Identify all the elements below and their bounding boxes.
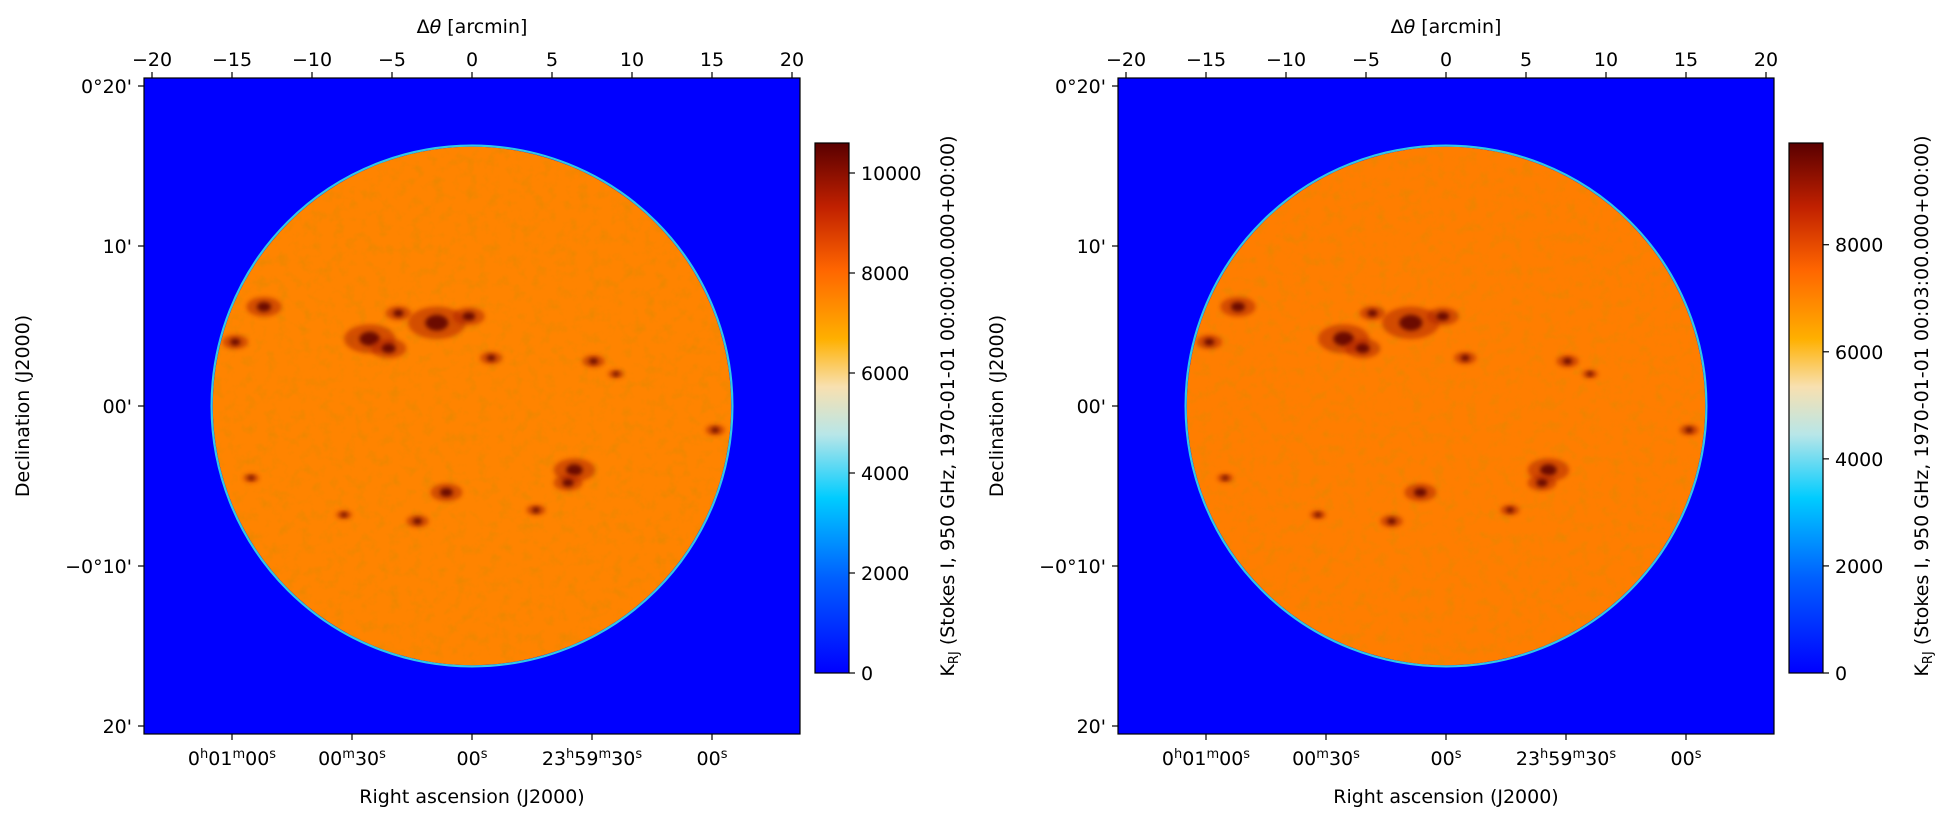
- top-tick-label: −15: [1186, 49, 1226, 71]
- top-tick-label: 15: [700, 49, 724, 71]
- colorbar-tick-label: 10000: [861, 163, 921, 185]
- ra-tick-label: 0h01m00s: [188, 747, 276, 770]
- colorbar-frame: [814, 142, 850, 674]
- top-tick-label: 20: [780, 49, 804, 71]
- y-axis-label: Declination (J2000): [986, 315, 1008, 497]
- top-tick-label: 0: [1440, 49, 1452, 71]
- dec-tick-label: 0°20': [81, 76, 132, 98]
- top-axis-label: Δθ [arcmin]: [417, 16, 528, 38]
- ra-tick-label: 23h59m30s: [1516, 747, 1616, 770]
- solar-limb: [210, 144, 734, 668]
- ra-tick-label: 00m30s: [318, 747, 386, 770]
- colorbar-frame: [1788, 142, 1824, 674]
- top-tick-label: −20: [1106, 49, 1146, 71]
- top-tick-label: 10: [1594, 49, 1618, 71]
- solar-limb: [1184, 144, 1708, 668]
- dec-tick-label: 10': [1077, 236, 1106, 258]
- ra-tick-label: 00s: [697, 747, 728, 770]
- top-tick-label: 5: [1520, 49, 1532, 71]
- ra-tick-label: 00s: [1431, 747, 1462, 770]
- colorbar-tick-label: 4000: [1835, 449, 1883, 471]
- ra-tick-label: 00m30s: [1292, 747, 1360, 770]
- colorbar-label: KRJ (Stokes I, 950 GHz, 1970-01-01 00:00…: [937, 135, 962, 676]
- dec-tick-label: −0°10': [65, 556, 132, 578]
- colorbar-tick-label: 0: [1835, 663, 1847, 685]
- x-axis-label: Right ascension (J2000): [359, 786, 584, 808]
- top-tick-label: −5: [378, 49, 406, 71]
- dec-tick-label: 0°20': [1055, 76, 1106, 98]
- ra-tick-label: 0h01m00s: [1162, 747, 1250, 770]
- colorbar-tick-label: 2000: [861, 563, 909, 585]
- dec-tick-label: 00': [1077, 396, 1106, 418]
- top-tick-label: 5: [546, 49, 558, 71]
- colorbar: [1789, 143, 1823, 673]
- ra-tick-label: 00s: [457, 747, 488, 770]
- top-tick-label: −15: [212, 49, 252, 71]
- top-tick-label: 15: [1674, 49, 1698, 71]
- dec-tick-label: 20': [103, 716, 132, 738]
- colorbar: [815, 143, 849, 673]
- y-axis-label: Declination (J2000): [12, 315, 34, 497]
- dec-tick-label: 20': [1077, 716, 1106, 738]
- colorbar-tick-label: 8000: [1835, 235, 1883, 257]
- ra-tick-label: 00s: [1671, 747, 1702, 770]
- colorbar-label: KRJ (Stokes I, 950 GHz, 1970-01-01 00:03…: [1911, 135, 1936, 676]
- dec-tick-label: 00': [103, 396, 132, 418]
- top-tick-label: −10: [1266, 49, 1306, 71]
- ra-tick-label: 23h59m30s: [542, 747, 642, 770]
- colorbar-tick-label: 6000: [1835, 342, 1883, 364]
- colorbar-tick-label: 0: [861, 663, 873, 685]
- x-axis-label: Right ascension (J2000): [1333, 786, 1558, 808]
- colorbar-tick-label: 2000: [1835, 556, 1883, 578]
- top-tick-label: 10: [620, 49, 644, 71]
- top-tick-label: 20: [1754, 49, 1778, 71]
- dec-tick-label: 10': [103, 236, 132, 258]
- colorbar-tick-label: 4000: [861, 463, 909, 485]
- colorbar-tick-label: 6000: [861, 363, 909, 385]
- colorbar-tick-label: 8000: [861, 263, 909, 285]
- disk-texture: [1186, 146, 1706, 666]
- top-tick-label: −10: [292, 49, 332, 71]
- disk-texture: [212, 146, 732, 666]
- top-tick-label: −20: [132, 49, 172, 71]
- top-tick-label: 0: [466, 49, 478, 71]
- top-tick-label: −5: [1352, 49, 1380, 71]
- dec-tick-label: −0°10': [1039, 556, 1106, 578]
- top-axis-label: Δθ [arcmin]: [1391, 16, 1502, 38]
